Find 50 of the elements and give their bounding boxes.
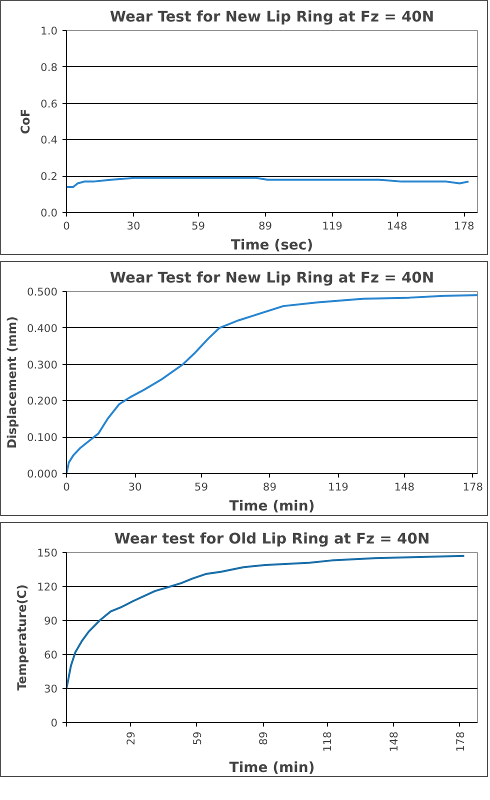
x-tick-label: 178 — [454, 731, 467, 752]
y-tick-label: 0.500 — [26, 286, 58, 298]
x-tick-label: 148 — [394, 480, 415, 494]
line-series — [66, 554, 466, 690]
x-tick-label: 119 — [328, 480, 349, 494]
y-tick-label: 120 — [37, 580, 58, 594]
y-tick-label: 0 — [50, 716, 58, 730]
y-tick-label: 0.400 — [26, 322, 58, 335]
y-tick-label: 90 — [44, 614, 58, 628]
y-tick-label: 0.100 — [26, 431, 58, 444]
x-tick-label: 178 — [454, 220, 474, 232]
x-tick-label: 59 — [194, 480, 208, 494]
x-tick-label: 30 — [128, 480, 142, 494]
y-tick-label: 0.2 — [40, 170, 58, 184]
x-axis-title: Time (sec) — [230, 238, 314, 254]
y-tick-label: 0.000 — [26, 468, 58, 480]
x-tick-label: 0 — [63, 480, 70, 494]
y-tick-label: 0.6 — [40, 97, 58, 110]
x-tick-label: 178 — [462, 480, 484, 494]
x-tick-label: 0 — [63, 220, 70, 232]
chart-title: Wear Test for New Lip Ring at Fz = 40N — [110, 270, 434, 286]
line-series — [66, 176, 470, 188]
y-tick-label: 0.200 — [26, 394, 58, 408]
y-tick-label: 30 — [44, 682, 58, 696]
y-tick-label: 150 — [37, 546, 58, 560]
x-tick-label: 148 — [388, 731, 401, 752]
y-tick-label: 0.4 — [40, 134, 58, 147]
chart-title: Wear Test for New Lip Ring at Fz = 40N — [110, 8, 434, 26]
y-axis-title: Temperature(C) — [15, 584, 30, 691]
y-tick-label: 0.0 — [40, 206, 58, 220]
x-tick-label: 89 — [258, 220, 272, 232]
x-tick-label: 59 — [190, 731, 204, 746]
x-tick-label: 30 — [126, 220, 141, 232]
x-tick-label: 118 — [321, 731, 334, 752]
y-tick-label: 0.300 — [26, 358, 58, 372]
x-tick-label: 89 — [257, 731, 270, 746]
x-tick-label: 59 — [192, 220, 206, 232]
x-tick-label: 148 — [386, 220, 408, 232]
line-series — [66, 294, 478, 474]
y-tick-label: 60 — [44, 648, 58, 662]
x-axis-title: Time (min) — [229, 760, 315, 776]
x-tick-label: 119 — [322, 220, 343, 232]
x-tick-label: 89 — [262, 480, 277, 494]
chart-title: Wear test for Old Lip Ring at Fz = 40N — [114, 530, 430, 548]
x-tick-label: 29 — [124, 731, 138, 746]
y-tick-label: 0.8 — [40, 60, 58, 74]
y-axis-title: Displacement (mm) — [4, 316, 19, 449]
x-axis-title: Time (min) — [229, 498, 315, 514]
y-tick-label: 1.0 — [40, 24, 58, 38]
y-axis-title: CoF — [18, 108, 33, 134]
